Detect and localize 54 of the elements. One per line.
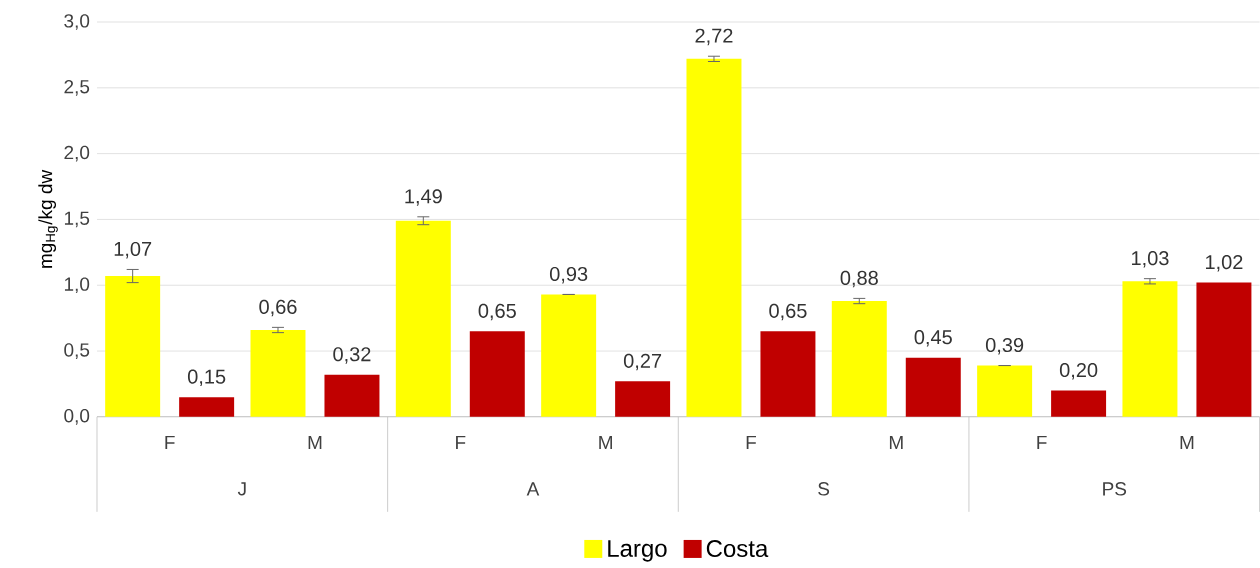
data-label: 0,20 — [1059, 363, 1098, 380]
data-label: 0,65 — [478, 303, 516, 321]
bar — [324, 374, 380, 417]
y-tick-label: 0,0 — [64, 409, 90, 425]
bar — [541, 294, 597, 417]
y-axis-title: mg$_{Hg}$/kg dw — [38, 169, 58, 268]
data-label: 1,02 — [1206, 255, 1243, 272]
data-label: 0,66 — [259, 299, 297, 317]
x-tick-label: M — [599, 436, 612, 450]
x-tick-label: M — [889, 436, 903, 450]
x-tick-label: F — [165, 436, 175, 450]
bar — [977, 365, 1033, 417]
legend-label: Costa — [706, 540, 769, 558]
text: J — [237, 482, 246, 496]
data-label: 0,88 — [840, 270, 878, 288]
x-tick-label: M — [1180, 436, 1194, 450]
bar — [615, 381, 671, 417]
bar — [250, 330, 306, 417]
y-tick-label: 3,0 — [64, 14, 90, 30]
y-tick-label: 2,5 — [64, 80, 90, 96]
data-label: 0,32 — [333, 347, 371, 364]
data-label: 0,27 — [623, 353, 662, 371]
bar — [831, 301, 887, 417]
x-tick-label: F — [456, 436, 466, 450]
data-label: 0,65 — [769, 303, 807, 321]
x-tick-label: F — [746, 436, 756, 450]
bar — [105, 276, 161, 417]
data-label: 0,15 — [187, 369, 226, 387]
bar — [179, 397, 235, 417]
x-tick-label: M — [308, 436, 322, 450]
bar — [1122, 281, 1178, 417]
bar — [1051, 390, 1107, 417]
text: PS — [1103, 482, 1127, 496]
data-label: 0,93 — [549, 266, 588, 284]
bar — [760, 331, 816, 417]
data-label: 0,39 — [985, 338, 1024, 355]
legend-label: Largo — [608, 540, 667, 562]
text: S — [818, 482, 830, 496]
y-tick-label: 1,0 — [64, 277, 90, 294]
data-label: 1,49 — [405, 189, 442, 206]
data-label: 0,45 — [914, 330, 952, 347]
text: A — [526, 482, 540, 496]
y-tick-label: 0,5 — [64, 343, 90, 360]
data-label: 1,03 — [1132, 251, 1169, 268]
data-label: 1,07 — [114, 241, 152, 259]
x-tick-label: F — [1037, 436, 1047, 450]
y-tick-label: 1,5 — [64, 211, 90, 228]
bar — [469, 331, 525, 417]
data-label: 2,72 — [695, 28, 733, 46]
bar — [1196, 282, 1252, 417]
bar — [686, 58, 742, 417]
y-tick-label: 2,0 — [64, 145, 90, 162]
bar — [395, 220, 451, 417]
bar — [905, 357, 961, 417]
